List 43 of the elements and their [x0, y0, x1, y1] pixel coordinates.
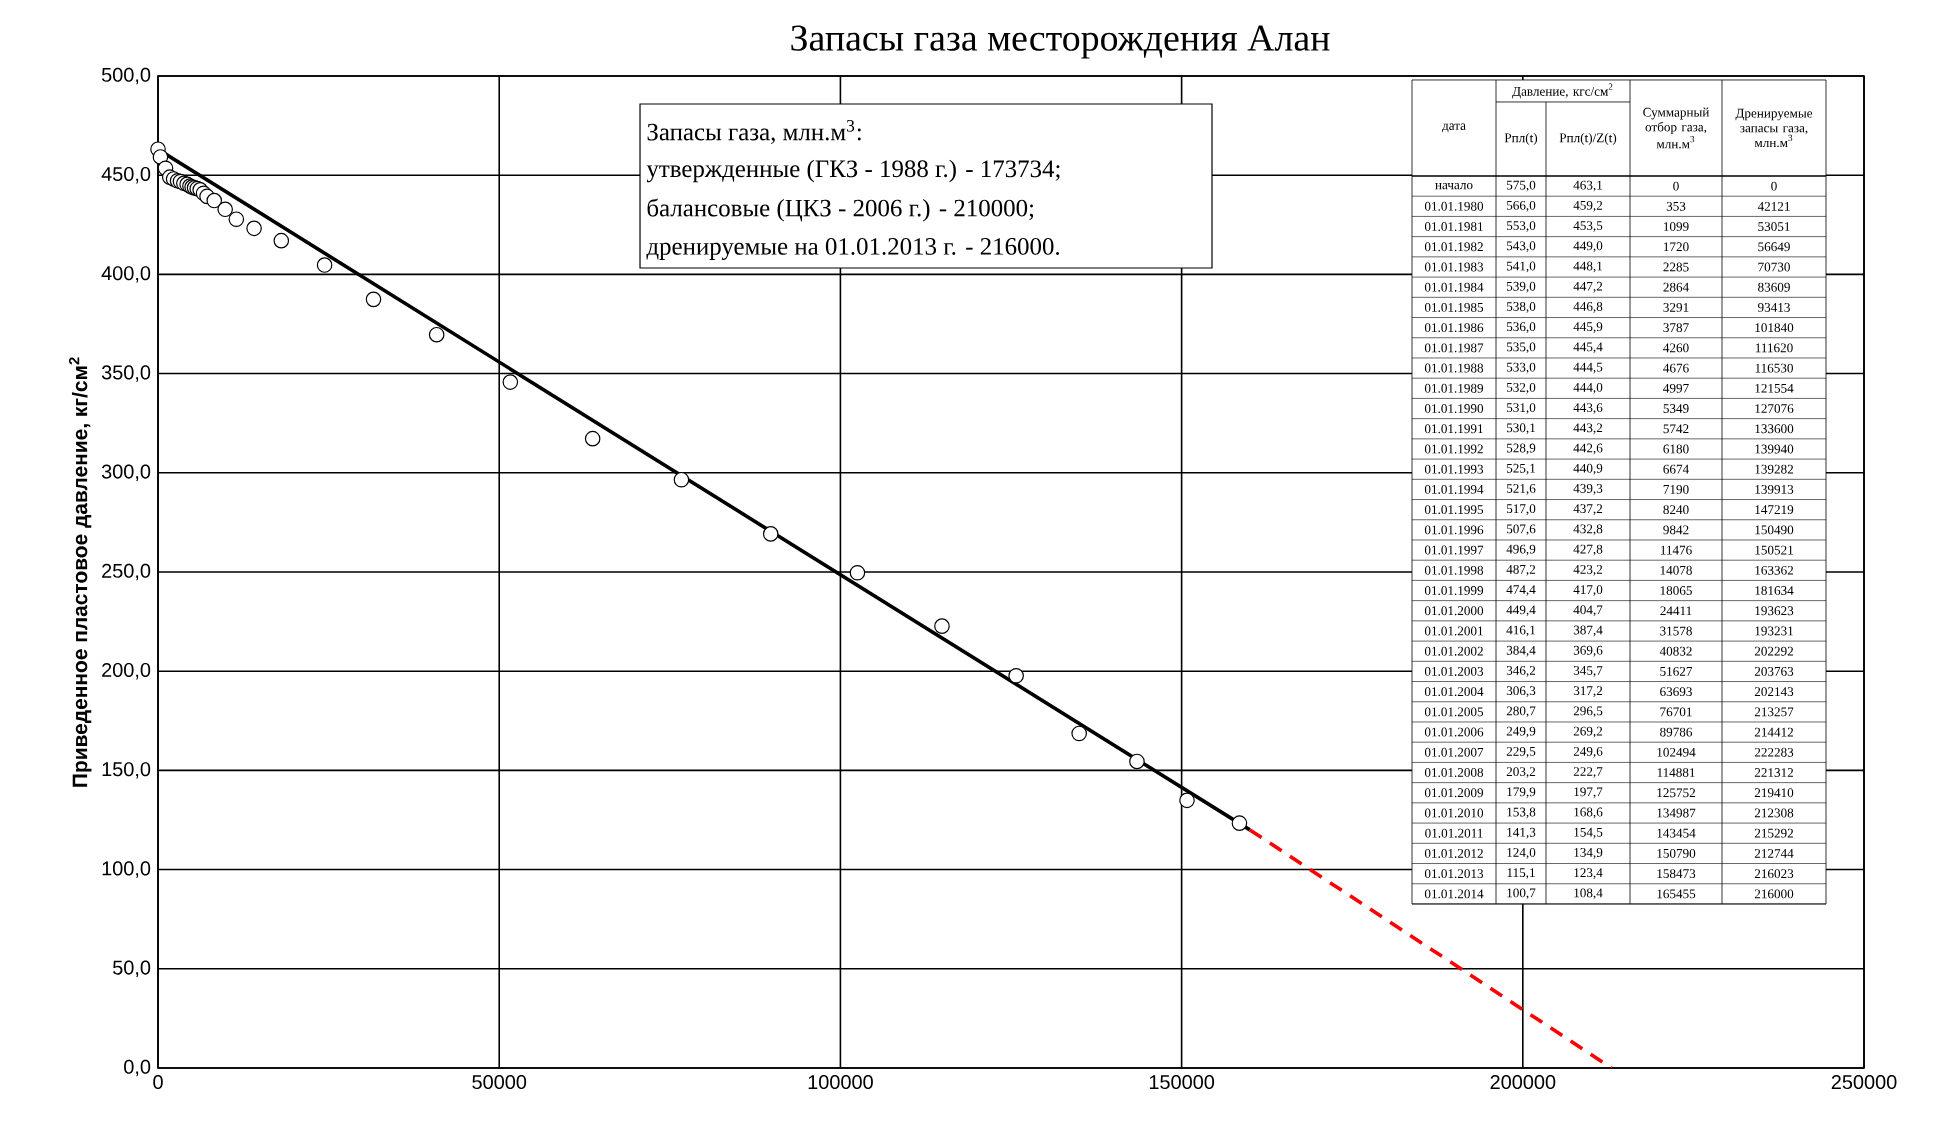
point — [206, 192, 223, 209]
y-tick-label: 50,0 — [113, 960, 151, 978]
point — [228, 211, 245, 228]
y-tick-label: 450,0 — [101, 166, 151, 184]
y-tick-label: 300,0 — [101, 464, 151, 482]
point — [365, 291, 382, 308]
x-tick-label: 150000 — [1149, 1075, 1215, 1090]
point — [1179, 792, 1195, 809]
annotation: Запасы газа, млн.м$^{3}$: — [647, 119, 861, 145]
point — [673, 471, 690, 488]
point — [502, 374, 519, 390]
point — [273, 232, 290, 249]
point — [1129, 753, 1145, 770]
x-tick-label: 250000 — [1831, 1075, 1897, 1090]
annotation: балансовые (ЦКЗ - 2006 г.) - 210000; — [647, 198, 1034, 222]
point — [934, 618, 950, 634]
annotation: дренируемые на 01.01.2013 г. - 216000. — [646, 238, 1060, 260]
y-tick-label: 400,0 — [101, 266, 151, 283]
point — [1231, 815, 1248, 831]
y-tick-label: 150,0 — [102, 762, 151, 779]
point — [584, 430, 601, 447]
x-tick-label: 200000 — [1490, 1075, 1556, 1090]
x-tick-label: 100000 — [808, 1075, 873, 1090]
point — [152, 149, 169, 165]
point — [246, 220, 262, 237]
y-tick-label: 500,0 — [101, 67, 151, 85]
point — [217, 201, 233, 218]
y-tick-label: 200,0 — [102, 662, 151, 680]
point — [1071, 725, 1087, 742]
y-axis-title: Приведенное пластовое давление, кг/см$^{2}$ — [68, 357, 92, 787]
chart-title: Запасы газа месторождения Алан — [791, 25, 1330, 59]
point — [1008, 667, 1024, 684]
annotation: утвержденные (ГКЗ - 1988 г.) - 173734; — [646, 159, 1060, 183]
x-tick-label: 0 — [153, 1075, 163, 1090]
y-tick-label: 250,0 — [102, 563, 151, 581]
y-tick-label: 350,0 — [101, 365, 151, 382]
point — [762, 526, 779, 542]
x-tick-label: 50000 — [472, 1075, 527, 1090]
point — [428, 326, 445, 343]
y-tick-label: 100,0 — [102, 861, 151, 878]
y-tick-label: 0,0 — [124, 1059, 151, 1077]
point — [849, 564, 866, 581]
point — [316, 257, 333, 273]
